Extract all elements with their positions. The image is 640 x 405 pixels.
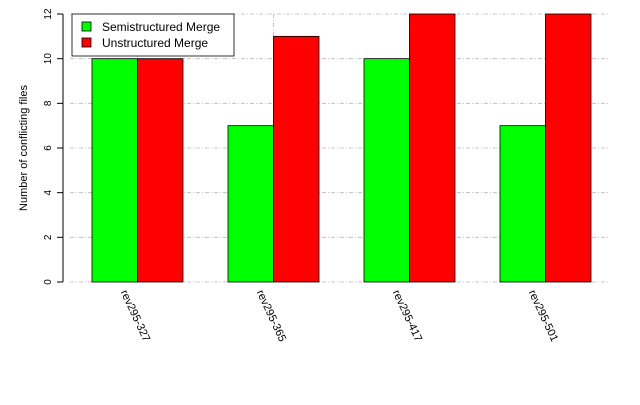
y-tick-label: 8 — [43, 100, 54, 106]
bars — [91, 13, 592, 283]
y-tick-label: 12 — [43, 8, 54, 20]
bar-semistructured-3 — [363, 58, 410, 283]
y-tick-label: 10 — [43, 53, 54, 65]
y-axis-label: Number of conflicting files — [18, 85, 30, 211]
bar-semistructured-1 — [91, 58, 138, 283]
bar-semistructured-2 — [227, 125, 274, 283]
legend-label: Unstructured Merge — [102, 36, 208, 50]
y-tick-label: 2 — [43, 234, 54, 240]
bar-unstructured-1 — [137, 58, 184, 283]
y-tick-label: 6 — [43, 145, 54, 151]
bar-unstructured-4 — [545, 13, 592, 283]
y-tick-label: 4 — [43, 189, 54, 195]
legend-swatch — [81, 21, 92, 32]
y-tick-label: 0 — [43, 279, 54, 285]
legend-label: Semistructured Merge — [102, 20, 220, 34]
legend-box — [71, 13, 235, 57]
bar-semistructured-4 — [499, 125, 546, 283]
bar-unstructured-3 — [409, 13, 456, 283]
legend: Semistructured Merge Unstructured Merge — [71, 13, 235, 57]
bar-unstructured-2 — [273, 35, 320, 283]
legend-swatch — [81, 37, 92, 48]
